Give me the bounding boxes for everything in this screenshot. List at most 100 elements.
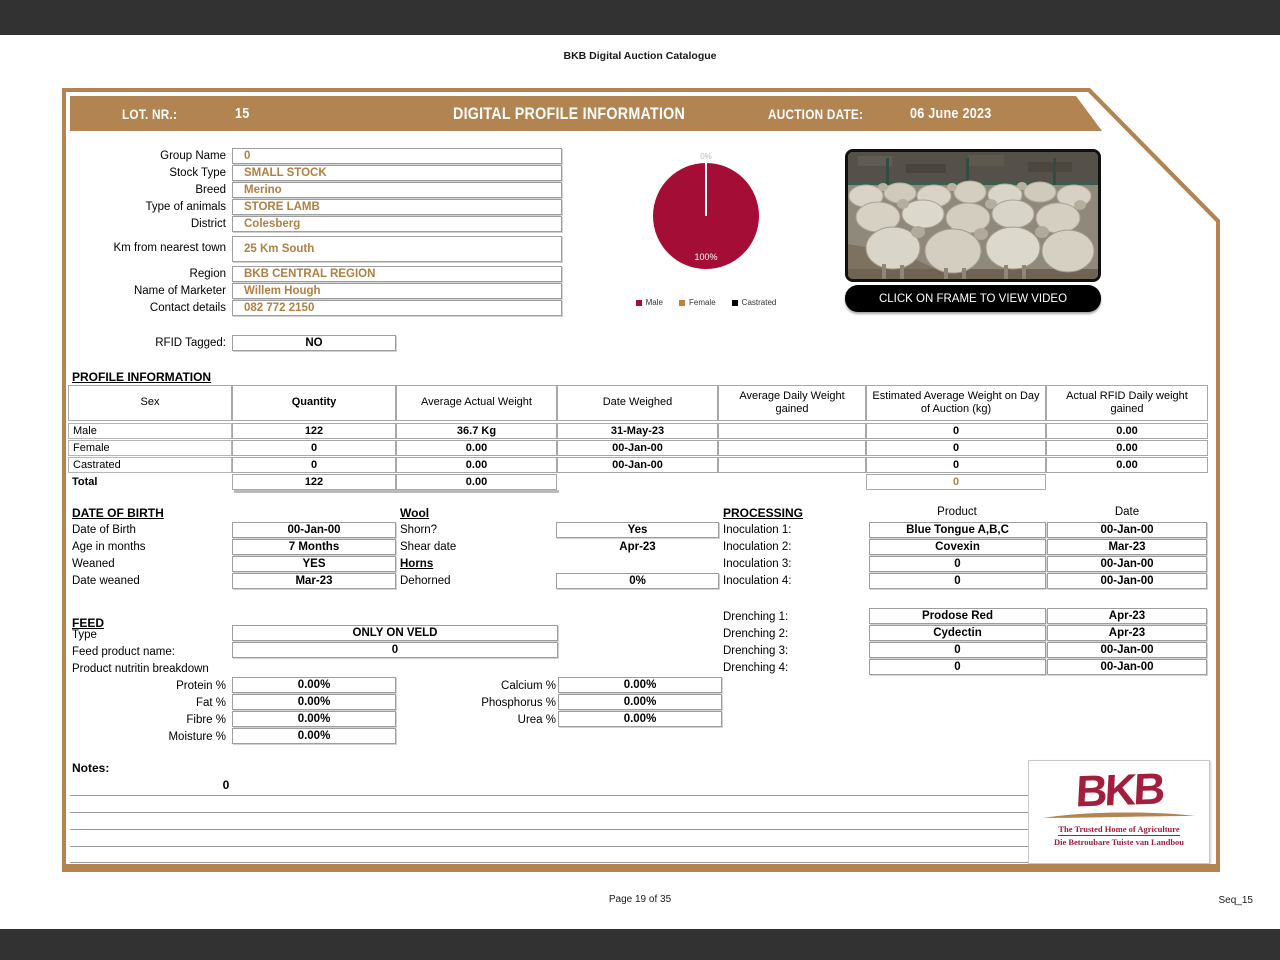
- auction-date-label: AUCTION DATE:: [768, 105, 864, 122]
- date-of-birth-heading: DATE OF BIRTH: [72, 506, 164, 520]
- bkb-logo: BKB The Trusted Home of Agriculture Die …: [1028, 760, 1210, 864]
- nutrition-breakdown-label: Product nutritin breakdown: [72, 663, 209, 675]
- rfid-field: NO: [232, 335, 396, 351]
- drenching-3-product: 0: [869, 642, 1046, 658]
- castrated-swatch: [731, 299, 738, 306]
- profile-table-header: Sex Quantity Average Actual Weight Date …: [68, 385, 1208, 421]
- drenching-3-label: Drenching 3:: [723, 645, 789, 657]
- processing-heading: PROCESSING: [723, 506, 804, 520]
- urea-label: Urea %: [517, 714, 556, 726]
- inoculation-1-product: Blue Tongue A,B,C: [869, 522, 1046, 538]
- dehorned-field: 0%: [556, 573, 719, 589]
- phosphorus-label: Phosphorus %: [481, 697, 556, 709]
- calcium-field: 0.00%: [558, 677, 722, 693]
- col-quantity: Quantity: [232, 385, 396, 421]
- fat-field: 0.00%: [232, 694, 396, 710]
- horns-heading: Horns: [400, 558, 434, 570]
- inoculation-3-label: Inoculation 3:: [723, 558, 792, 570]
- inoculation-4-product: 0: [869, 573, 1046, 589]
- stock-type-label: Stock Type: [169, 167, 226, 179]
- region-field: BKB CENTRAL REGION: [232, 266, 562, 282]
- viewer-bottom-bar: [0, 929, 1280, 960]
- shorn-label: Shorn?: [400, 524, 438, 536]
- inoculation-1-label: Inoculation 1:: [723, 524, 792, 536]
- km-from-town-field: 25 Km South: [232, 236, 562, 262]
- date-weaned-label: Date weaned: [72, 575, 140, 587]
- table-row-castrated: Castrated 0 0.00 00-Jan-00 0 0.00: [68, 457, 1208, 473]
- shorn-field: Yes: [556, 522, 719, 538]
- breed-field: Merino: [232, 182, 562, 198]
- drenching-1-date: Apr-23: [1047, 608, 1207, 624]
- marketer-field: Willem Hough: [232, 283, 562, 299]
- inoculation-2-label: Inoculation 2:: [723, 541, 792, 553]
- moisture-field: 0.00%: [232, 728, 396, 744]
- profile-information-heading: PROFILE INFORMATION: [72, 370, 212, 384]
- logo-swoosh: [1043, 812, 1195, 818]
- drenching-1-product: Prodose Red: [869, 608, 1046, 624]
- shear-date-label: Shear date: [400, 541, 457, 553]
- dob-field: 00-Jan-00: [232, 522, 396, 538]
- inoculation-1-date: 00-Jan-00: [1047, 522, 1207, 538]
- protein-field: 0.00%: [232, 677, 396, 693]
- animal-type-field: STORE LAMB: [232, 199, 562, 215]
- shear-date-field: Apr-23: [556, 539, 719, 555]
- logo-tagline-en: The Trusted Home of Agriculture: [1058, 824, 1180, 836]
- contact-label: Contact details: [149, 302, 226, 314]
- drenching-2-label: Drenching 2:: [723, 628, 789, 640]
- header-banner: LOT. NR.: 15 DIGITAL PROFILE INFORMATION…: [70, 96, 1102, 131]
- dehorned-label: Dehorned: [400, 575, 451, 587]
- group-name-field: 0: [232, 148, 562, 164]
- sex-distribution-pie-chart: [653, 163, 759, 269]
- col-sex: Sex: [68, 385, 232, 421]
- district-label: District: [190, 218, 226, 230]
- document-title: BKB Digital Auction Catalogue: [563, 50, 717, 62]
- col-rfid-gain: Actual RFID Daily weight gained: [1046, 385, 1208, 421]
- female-swatch: [678, 299, 685, 306]
- view-video-button[interactable]: CLICK ON FRAME TO VIEW VIDEO: [845, 285, 1101, 312]
- catalogue-page-border: LOT. NR.: 15 DIGITAL PROFILE INFORMATION…: [62, 88, 1220, 872]
- col-avg-weight: Average Actual Weight: [396, 385, 557, 421]
- pie-zero-label: 0%: [700, 152, 712, 161]
- notes-line: [70, 846, 1206, 847]
- notes-line: [70, 812, 1206, 813]
- viewer-top-bar: [0, 0, 1280, 35]
- legend-item-female: Female: [678, 298, 716, 307]
- region-label: Region: [189, 268, 226, 280]
- page-title: DIGITAL PROFILE INFORMATION: [453, 103, 686, 123]
- wool-heading: Wool: [400, 506, 430, 520]
- rfid-label: RFID Tagged:: [155, 337, 226, 349]
- col-daily-gain: Average Daily Weight gained: [718, 385, 866, 421]
- lot-nr-label: LOT. NR.:: [122, 105, 178, 122]
- auction-date-value: 06 June 2023: [910, 105, 992, 122]
- col-estimated: Estimated Average Weight on Day of Aucti…: [866, 385, 1046, 421]
- age-label: Age in months: [72, 541, 146, 553]
- table-row-female: Female 0 0.00 00-Jan-00 0 0.00: [68, 440, 1208, 456]
- inoculation-2-product: Covexin: [869, 539, 1046, 555]
- feed-heading: FEED: [72, 616, 105, 630]
- pie-full-label: 100%: [694, 252, 718, 262]
- male-swatch: [635, 299, 642, 306]
- district-field: Colesberg: [232, 216, 562, 232]
- weaned-label: Weaned: [72, 558, 115, 570]
- drenching-1-label: Drenching 1:: [723, 611, 789, 623]
- notes-line: [70, 795, 1206, 796]
- drenching-4-label: Drenching 4:: [723, 662, 789, 674]
- lot-nr-value: 15: [235, 105, 250, 122]
- notes-label: Notes:: [72, 761, 110, 775]
- feed-type-label: Type: [72, 629, 97, 641]
- table-row-total: Total 122 0.00 0: [68, 474, 1208, 490]
- drenching-2-date: Apr-23: [1047, 625, 1207, 641]
- breed-label: Breed: [195, 184, 226, 196]
- sheep-photo-illustration: [848, 152, 1098, 279]
- lot-photo-frame[interactable]: [845, 149, 1101, 282]
- weaned-field: YES: [232, 556, 396, 572]
- urea-field: 0.00%: [558, 711, 722, 727]
- moisture-label: Moisture %: [168, 731, 226, 743]
- legend-item-male: Male: [635, 298, 663, 307]
- animal-type-label: Type of animals: [145, 201, 226, 213]
- protein-label: Protein %: [176, 680, 226, 692]
- drenching-4-product: 0: [869, 659, 1046, 675]
- col-date-weighed: Date Weighed: [557, 385, 718, 421]
- fibre-field: 0.00%: [232, 711, 396, 727]
